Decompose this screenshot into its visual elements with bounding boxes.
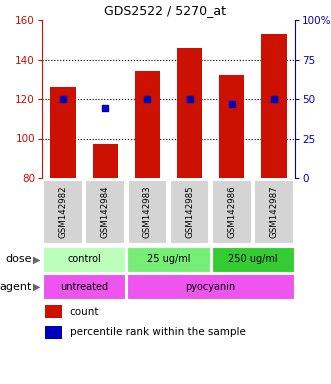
Text: 250 ug/ml: 250 ug/ml bbox=[228, 255, 278, 265]
Text: GSM142982: GSM142982 bbox=[59, 186, 68, 238]
Point bbox=[145, 96, 150, 102]
Text: GSM142986: GSM142986 bbox=[227, 186, 236, 238]
FancyBboxPatch shape bbox=[127, 247, 210, 271]
Point bbox=[271, 96, 277, 102]
FancyBboxPatch shape bbox=[254, 180, 294, 244]
FancyBboxPatch shape bbox=[85, 180, 125, 244]
Text: agent: agent bbox=[0, 281, 32, 291]
Text: pyocyanin: pyocyanin bbox=[186, 281, 236, 291]
Text: GSM142983: GSM142983 bbox=[143, 186, 152, 238]
Text: ▶: ▶ bbox=[33, 281, 40, 291]
Point bbox=[229, 101, 234, 107]
Text: GSM142987: GSM142987 bbox=[269, 186, 278, 238]
Bar bbox=[177, 48, 202, 178]
Text: percentile rank within the sample: percentile rank within the sample bbox=[70, 327, 246, 337]
Text: GSM142984: GSM142984 bbox=[101, 186, 110, 238]
FancyBboxPatch shape bbox=[43, 274, 125, 299]
Bar bbox=[261, 34, 287, 178]
FancyBboxPatch shape bbox=[212, 180, 252, 244]
Text: control: control bbox=[67, 255, 101, 265]
Bar bbox=[50, 87, 76, 178]
Bar bbox=[45, 326, 62, 339]
FancyBboxPatch shape bbox=[43, 180, 83, 244]
Point bbox=[187, 96, 192, 102]
Text: untreated: untreated bbox=[60, 281, 108, 291]
FancyBboxPatch shape bbox=[127, 180, 167, 244]
FancyBboxPatch shape bbox=[127, 274, 294, 299]
Bar bbox=[219, 75, 244, 178]
Text: ▶: ▶ bbox=[33, 255, 40, 265]
Point bbox=[103, 106, 108, 112]
Text: count: count bbox=[70, 307, 99, 317]
FancyBboxPatch shape bbox=[212, 247, 294, 271]
Text: GSM142985: GSM142985 bbox=[185, 186, 194, 238]
Bar bbox=[45, 305, 62, 318]
FancyBboxPatch shape bbox=[43, 247, 125, 271]
Bar bbox=[135, 71, 160, 178]
Text: 25 ug/ml: 25 ug/ml bbox=[147, 255, 190, 265]
Point bbox=[61, 96, 66, 102]
Bar bbox=[93, 144, 118, 178]
Text: dose: dose bbox=[6, 255, 32, 265]
Text: GDS2522 / 5270_at: GDS2522 / 5270_at bbox=[105, 4, 226, 17]
FancyBboxPatch shape bbox=[170, 180, 210, 244]
